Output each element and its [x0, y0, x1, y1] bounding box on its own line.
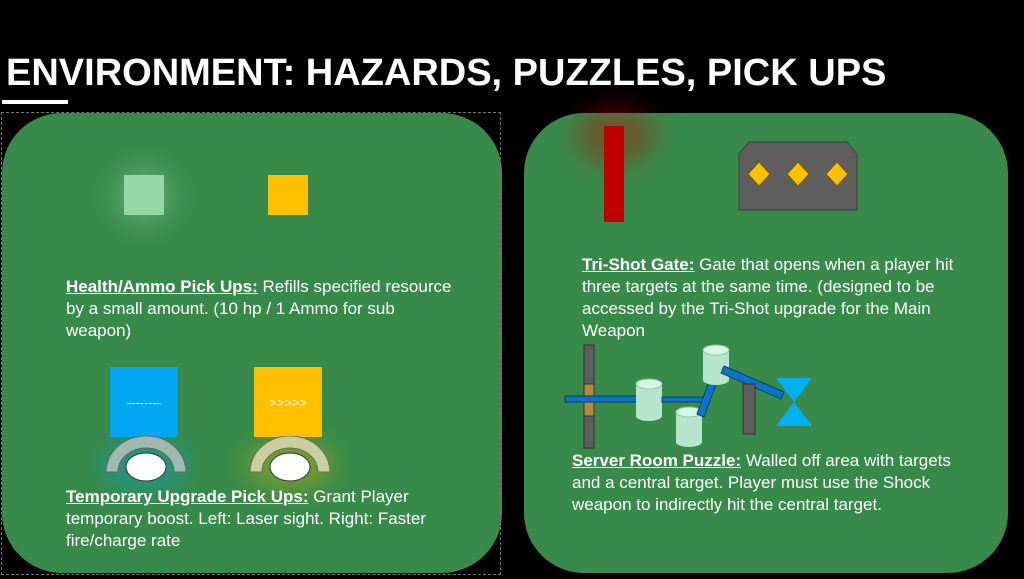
cylinder-3: [702, 344, 730, 385]
rate-pedestal-icon: [249, 436, 331, 482]
gate-bar-icon: [604, 126, 624, 222]
rate-label: >>>>>: [269, 394, 307, 410]
target-diamond-3: [825, 161, 849, 187]
gate-heading: Tri-Shot Gate:: [582, 255, 695, 274]
laser-pedestal-icon: [105, 436, 187, 482]
tri-shot-gate-icon: [738, 141, 858, 211]
hourglass-target: [776, 378, 812, 402]
fire-rate-pickup-icon: >>>>>: [254, 367, 322, 437]
cylinder-1: [635, 378, 663, 421]
puzzle-heading: Server Room Puzzle:: [572, 451, 742, 470]
target-diamond-2: [786, 161, 810, 187]
upgrades-heading: Temporary Upgrade Pick Ups:: [66, 487, 309, 506]
pickups-body: Refills specified resource by a small am…: [66, 277, 452, 340]
gate-description: Tri-Shot Gate: Gate that opens when a pl…: [582, 254, 962, 342]
server-room-puzzle-diagram: [564, 344, 812, 449]
title-underline: [2, 100, 68, 104]
gate-body: Gate that opens when a player hit three …: [582, 255, 954, 340]
page-title: ENVIRONMENT: HAZARDS, PUZZLES, PICK UPS: [6, 52, 887, 94]
upgrades-description: Temporary Upgrade Pick Ups: Grant Player…: [66, 486, 466, 552]
health-pickup-icon: [124, 175, 164, 215]
ammo-pickup-icon: [268, 175, 308, 215]
cylinder-2: [675, 406, 703, 447]
puzzle-body: Walled off area with targets and a centr…: [572, 451, 951, 514]
laser-label: --------: [126, 394, 162, 410]
upgrades-body: Grant Player temporary boost. Left: Lase…: [66, 487, 426, 550]
right-wall: [742, 383, 756, 435]
pickups-panel: [2, 113, 502, 573]
target-diamond-1: [747, 161, 771, 187]
pickups-heading: Health/Ammo Pick Ups:: [66, 277, 258, 296]
pickups-description: Health/Ammo Pick Ups: Refills specified …: [66, 276, 456, 342]
laser-sight-pickup-icon: --------: [110, 367, 178, 437]
puzzle-description: Server Room Puzzle: Walled off area with…: [572, 450, 982, 516]
